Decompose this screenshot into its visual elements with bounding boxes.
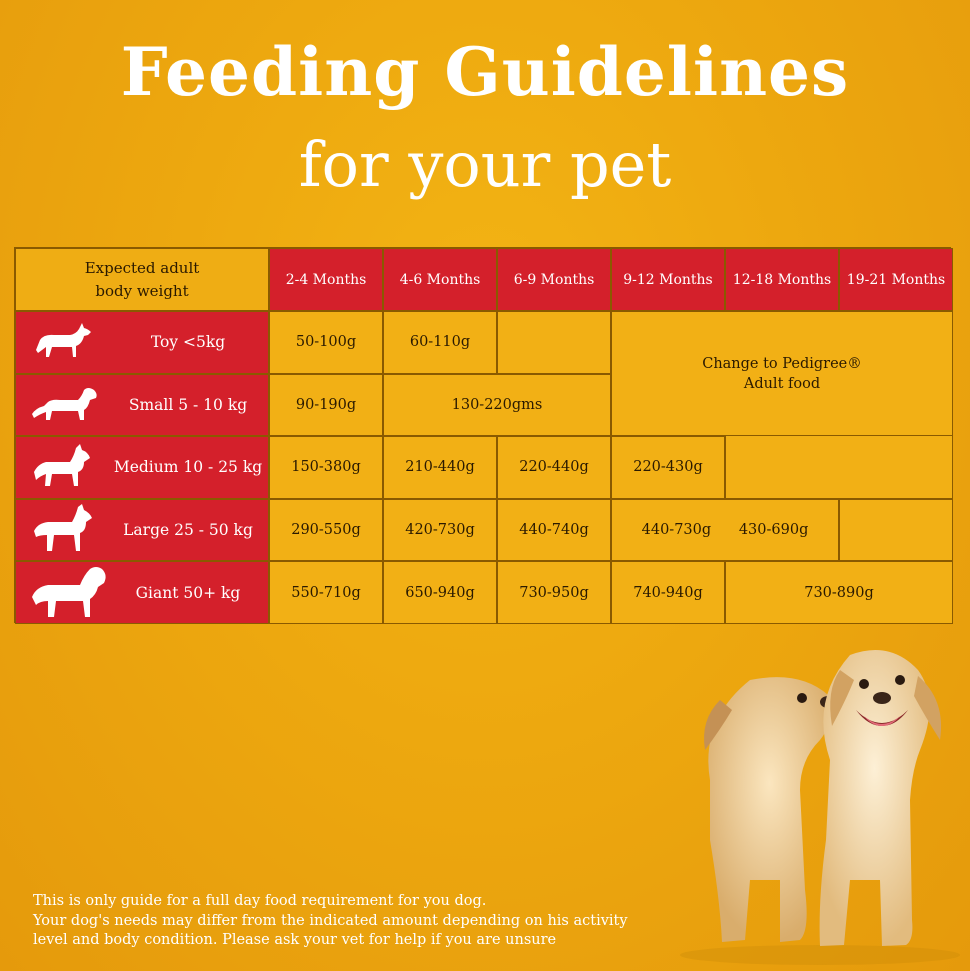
cell-medium-2-4: 150-380g xyxy=(269,436,383,499)
cell-large-9-18: 440-730g 430-690g xyxy=(611,498,839,562)
cell-giant-9-12: 740-940g xyxy=(611,561,725,624)
footnote-line-2: Your dog's needs may differ from the ind… xyxy=(33,912,628,929)
cell-medium-9-12: 220-430g xyxy=(611,436,725,499)
row-label-small-text: Small 5 - 10 kg xyxy=(128,395,248,414)
puppies-image xyxy=(650,640,960,969)
row-label-small: Small 5 - 10 kg xyxy=(15,373,269,437)
cell-large-4-6: 420-730g xyxy=(383,498,497,562)
row-label-large: Large 25 - 50 kg xyxy=(15,498,269,562)
change-note-line-2: Adult food xyxy=(743,375,821,392)
footnote: This is only guide for a full day food r… xyxy=(33,892,673,951)
column-header-19-21-months: 19-21 Months xyxy=(839,248,953,311)
column-header-4-6-months: 4-6 Months xyxy=(383,248,497,311)
small-dog-icon xyxy=(30,382,100,428)
medium-dog-icon xyxy=(30,442,92,492)
table-corner-header: Expected adult body weight xyxy=(15,248,269,311)
footnote-line-3: level and body condition. Please ask you… xyxy=(33,932,557,948)
row-label-toy-text: Toy <5kg xyxy=(150,333,226,352)
row-label-medium-text: Medium 10 - 25 kg xyxy=(113,458,263,477)
cell-large-19-21 xyxy=(839,498,953,562)
cell-giant-12-21: 730-890g xyxy=(725,561,953,624)
column-header-6-9-months: 6-9 Months xyxy=(497,248,611,311)
cell-giant-2-4: 550-710g xyxy=(269,561,383,624)
row-label-toy: Toy <5kg xyxy=(15,311,269,374)
change-note-line-1: Change to Pedigree® xyxy=(702,355,862,372)
cell-giant-4-6: 650-940g xyxy=(383,561,497,624)
footnote-line-1: This is only guide for a full day food r… xyxy=(33,893,487,909)
cell-toy-2-4: 50-100g xyxy=(269,311,383,374)
large-dog-icon xyxy=(30,503,94,557)
cell-medium-4-6: 210-440g xyxy=(383,436,497,499)
corner-line-1: Expected adult xyxy=(84,258,200,277)
column-header-2-4-months: 2-4 Months xyxy=(269,248,383,311)
feeding-table: Expected adult body weight 2-4 Months 4-… xyxy=(14,247,953,624)
cell-giant-6-9: 730-950g xyxy=(497,561,611,624)
cell-medium-12-21-empty xyxy=(725,436,953,499)
cell-small-2-4: 90-190g xyxy=(269,373,383,437)
row-label-medium: Medium 10 - 25 kg xyxy=(15,436,269,499)
cell-toy-6-9 xyxy=(497,311,611,374)
cell-toy-4-6: 60-110g xyxy=(383,311,497,374)
cell-medium-6-9: 220-440g xyxy=(497,436,611,499)
page-title: Feeding Guidelines xyxy=(120,33,850,111)
page-subtitle: for your pet xyxy=(298,128,672,201)
row-label-giant: Giant 50+ kg xyxy=(15,561,269,624)
change-to-adult-note: Change to Pedigree® Adult food xyxy=(611,311,953,437)
cell-small-4-9: 130-220gms xyxy=(383,373,611,437)
row-label-giant-text: Giant 50+ kg xyxy=(135,583,241,602)
row-label-large-text: Large 25 - 50 kg xyxy=(123,521,253,540)
cell-large-6-9: 440-740g xyxy=(497,498,611,562)
corner-line-2: body weight xyxy=(95,281,189,300)
cell-large-2-4: 290-550g xyxy=(269,498,383,562)
giant-dog-icon xyxy=(30,563,108,623)
column-header-12-18-months: 12-18 Months xyxy=(725,248,839,311)
toy-dog-icon xyxy=(30,320,92,364)
column-header-9-12-months: 9-12 Months xyxy=(611,248,725,311)
